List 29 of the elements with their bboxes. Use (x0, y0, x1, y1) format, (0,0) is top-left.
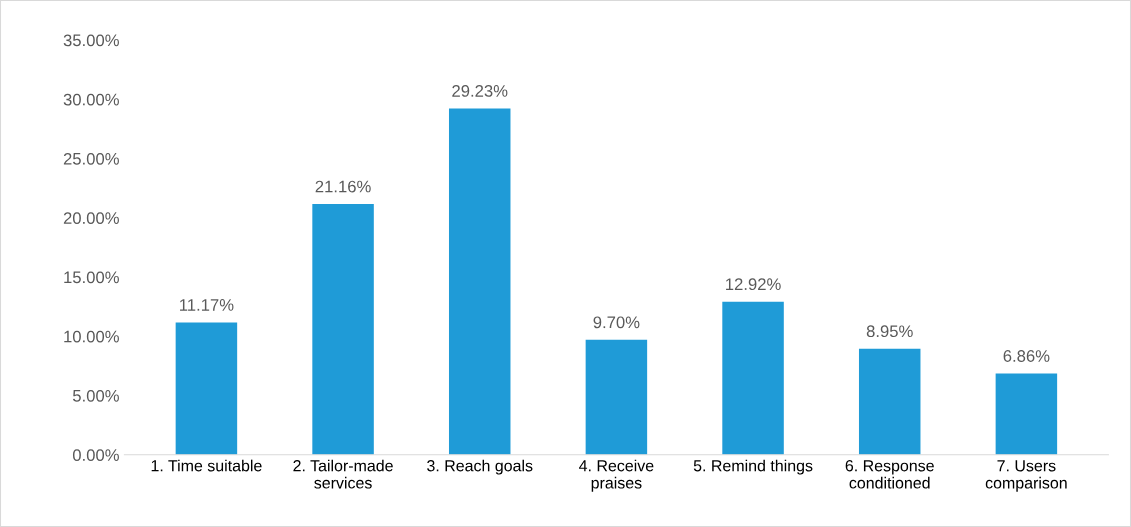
x-tick-label: 4. Receive praises (579, 459, 654, 492)
y-tick-label: 30.00% (63, 93, 119, 106)
bar (995, 373, 1058, 455)
bar (585, 339, 648, 455)
bar (175, 322, 238, 455)
data-label: 8.95% (866, 325, 913, 338)
x-tick-label: 6. Response conditioned (845, 460, 934, 489)
x-tick-label: 2. Tailor-made services (293, 459, 393, 489)
data-label: 29.23% (452, 85, 508, 97)
data-label: 21.16% (315, 180, 371, 193)
y-tick-label: 35.00% (63, 34, 119, 47)
x-tick-label: 5. Remind things (693, 459, 813, 475)
y-tick-label: 20.00% (63, 212, 119, 224)
x-tick-label: 3. Reach goals (427, 459, 533, 475)
x-tick-label: 1. Time suitable (151, 459, 262, 472)
y-tick-label: 0.00% (72, 449, 119, 461)
y-tick-label: 15.00% (64, 271, 119, 284)
bar (448, 108, 511, 455)
data-label: 11.17% (180, 299, 234, 311)
data-label: 12.92% (726, 278, 781, 291)
data-label: 6.86% (1003, 350, 1050, 362)
y-tick-label: 5.00% (72, 389, 119, 402)
y-tick-label: 10.00% (64, 330, 119, 343)
bar (858, 348, 921, 455)
y-tick-label: 25.00% (63, 152, 119, 165)
data-label: 9.70% (593, 316, 640, 329)
x-tick-label: 7. Users comparison (985, 460, 1067, 492)
bar (312, 204, 374, 455)
bar (722, 301, 784, 455)
